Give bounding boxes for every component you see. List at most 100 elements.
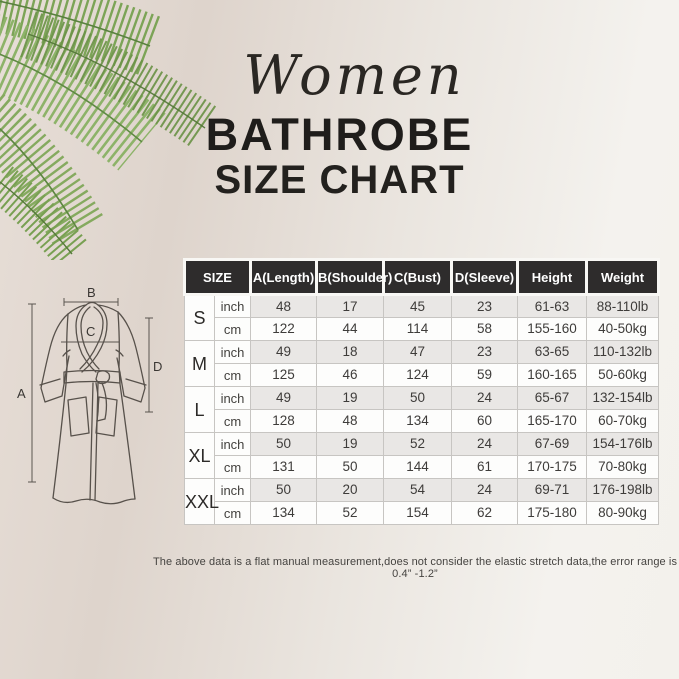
data-cell: 23 — [451, 294, 518, 318]
data-cell: 17 — [316, 294, 384, 318]
data-cell: 70-80kg — [586, 455, 659, 479]
data-cell: 50 — [250, 478, 317, 502]
data-cell: 154 — [383, 501, 452, 525]
data-cell: 47 — [383, 340, 452, 364]
data-cell: 50 — [250, 432, 317, 456]
label-d: D — [153, 359, 162, 374]
data-cell: 88-110lb — [586, 294, 659, 318]
data-cell: 63-65 — [517, 340, 587, 364]
data-cell: 49 — [250, 386, 317, 410]
data-cell: 60 — [451, 409, 518, 433]
data-cell: 52 — [316, 501, 384, 525]
size-chart-table: SIZE A(Length) B(Shoulder) C(Bust) D(Sle… — [183, 258, 660, 525]
data-cell: 62 — [451, 501, 518, 525]
data-cell: 24 — [451, 478, 518, 502]
data-cell: 160-165 — [517, 363, 587, 387]
data-cell: 24 — [451, 432, 518, 456]
data-cell: 134 — [250, 501, 317, 525]
size-cell: XXL — [184, 478, 219, 525]
data-cell: 110-132lb — [586, 340, 659, 364]
column-header-weight: Weight — [585, 258, 660, 296]
measurement-labels: A B C D — [17, 285, 162, 401]
unit-cell: inch — [214, 432, 251, 456]
data-cell: 61 — [451, 455, 518, 479]
data-cell: 23 — [451, 340, 518, 364]
data-cell: 61-63 — [517, 294, 587, 318]
data-cell: 50 — [383, 386, 452, 410]
bathrobe-diagram: A B C D — [17, 285, 162, 505]
table-row: cm 128 48 134 60 165-170 60-70kg — [185, 409, 659, 433]
unit-cell: cm — [214, 455, 251, 479]
column-header-shoulder: B(Shoulder) — [315, 258, 392, 296]
data-cell: 170-175 — [517, 455, 587, 479]
data-cell: 18 — [316, 340, 384, 364]
table-row: cm 131 50 144 61 170-175 70-80kg — [185, 455, 659, 479]
data-cell: 48 — [316, 409, 384, 433]
table-row: XXL inch 50 20 54 24 69-71 176-198lb — [184, 478, 659, 525]
data-cell: 52 — [383, 432, 452, 456]
data-cell: 48 — [250, 294, 317, 318]
data-cell: 132-154lb — [586, 386, 659, 410]
data-cell: 165-170 — [517, 409, 587, 433]
data-cell: 19 — [316, 432, 384, 456]
data-cell: 176-198lb — [586, 478, 659, 502]
title-script: Women — [243, 44, 466, 107]
palm-leaf-decoration — [0, 0, 219, 260]
unit-cell: inch — [214, 478, 251, 502]
data-cell: 128 — [250, 409, 317, 433]
size-cell: L — [184, 386, 215, 433]
data-cell: 67-69 — [517, 432, 587, 456]
size-cell: M — [184, 340, 215, 387]
column-header-size: SIZE — [183, 258, 252, 296]
label-a: A — [17, 386, 26, 401]
title-sub: SIZE CHART — [214, 158, 465, 202]
table-header: SIZE A(Length) B(Shoulder) C(Bust) D(Sle… — [183, 258, 660, 296]
data-cell: 46 — [316, 363, 384, 387]
column-header-length: A(Length) — [249, 258, 318, 296]
robe-outline — [39, 301, 147, 505]
column-header-bust: C(Bust) — [382, 258, 453, 296]
data-cell: 49 — [250, 340, 317, 364]
data-cell: 50-60kg — [586, 363, 659, 387]
size-cell: XL — [184, 432, 215, 479]
data-cell: 69-71 — [517, 478, 587, 502]
data-cell: 59 — [451, 363, 518, 387]
unit-cell: cm — [214, 501, 251, 525]
title-main: BATHROBE — [205, 109, 474, 160]
size-cell: S — [184, 294, 215, 341]
table-row: cm 134 52 154 62 175-180 80-90kg — [185, 501, 659, 525]
data-cell: 134 — [383, 409, 452, 433]
column-header-sleeve: D(Sleeve) — [450, 258, 519, 296]
data-cell: 44 — [316, 317, 384, 341]
data-cell: 20 — [316, 478, 384, 502]
data-cell: 125 — [250, 363, 317, 387]
data-cell: 144 — [383, 455, 452, 479]
data-cell: 65-67 — [517, 386, 587, 410]
data-cell: 40-50kg — [586, 317, 659, 341]
unit-cell: inch — [214, 294, 251, 318]
data-cell: 54 — [383, 478, 452, 502]
label-b: B — [87, 285, 96, 300]
data-cell: 45 — [383, 294, 452, 318]
data-cell: 114 — [383, 317, 452, 341]
table-header-row: SIZE A(Length) B(Shoulder) C(Bust) D(Sle… — [183, 258, 660, 296]
data-cell: 60-70kg — [586, 409, 659, 433]
data-cell: 124 — [383, 363, 452, 387]
table-row: cm 125 46 124 59 160-165 50-60kg — [185, 363, 659, 387]
label-c: C — [86, 324, 95, 339]
data-cell: 24 — [451, 386, 518, 410]
data-cell: 50 — [316, 455, 384, 479]
footnote: The above data is a flat manual measurem… — [152, 556, 678, 580]
data-cell: 19 — [316, 386, 384, 410]
table-row: XL inch 50 19 52 24 67-69 154-176lb — [184, 432, 659, 479]
table-row: cm 122 44 114 58 155-160 40-50kg — [185, 317, 659, 341]
unit-cell: cm — [214, 363, 251, 387]
data-cell: 154-176lb — [586, 432, 659, 456]
data-cell: 131 — [250, 455, 317, 479]
data-cell: 175-180 — [517, 501, 587, 525]
